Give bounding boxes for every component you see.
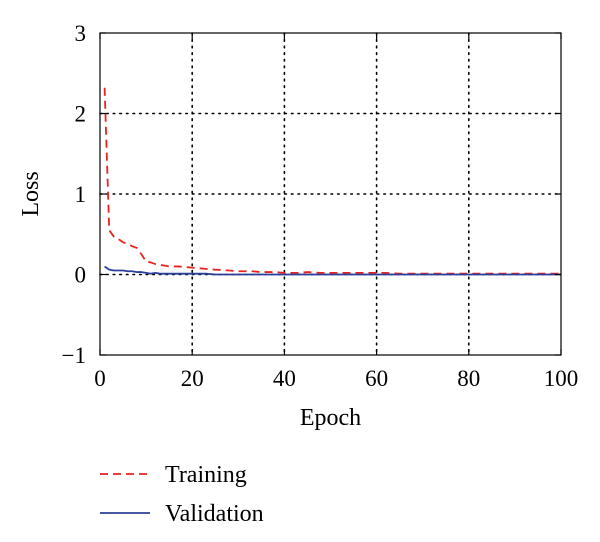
series-lines	[103, 87, 561, 276]
y-tick-label: −1	[62, 343, 86, 368]
y-axis-title: Loss	[18, 171, 44, 216]
series-line-validation	[104, 265, 561, 276]
axis-ticks: 0 20 40 60 80 100 −1 0 1 2 3	[62, 21, 579, 391]
x-tick-label: 60	[365, 366, 388, 391]
legend: Training Validation	[100, 462, 264, 527]
x-axis-title: Epoch	[300, 405, 361, 431]
legend-label-validation: Validation	[165, 501, 264, 527]
grid-lines	[99, 32, 562, 356]
x-tick-label: 40	[273, 366, 296, 391]
x-tick-label: 80	[457, 366, 480, 391]
x-tick-label: 20	[181, 366, 204, 391]
y-tick-label: 1	[75, 182, 87, 207]
y-tick-label: 0	[75, 263, 87, 288]
y-tick-label: 3	[75, 21, 87, 46]
series-line-training	[103, 87, 561, 275]
y-tick-label: 2	[75, 102, 87, 127]
x-tick-label: 0	[94, 366, 106, 391]
legend-label-training: Training	[165, 462, 247, 488]
x-tick-label: 100	[544, 366, 579, 391]
